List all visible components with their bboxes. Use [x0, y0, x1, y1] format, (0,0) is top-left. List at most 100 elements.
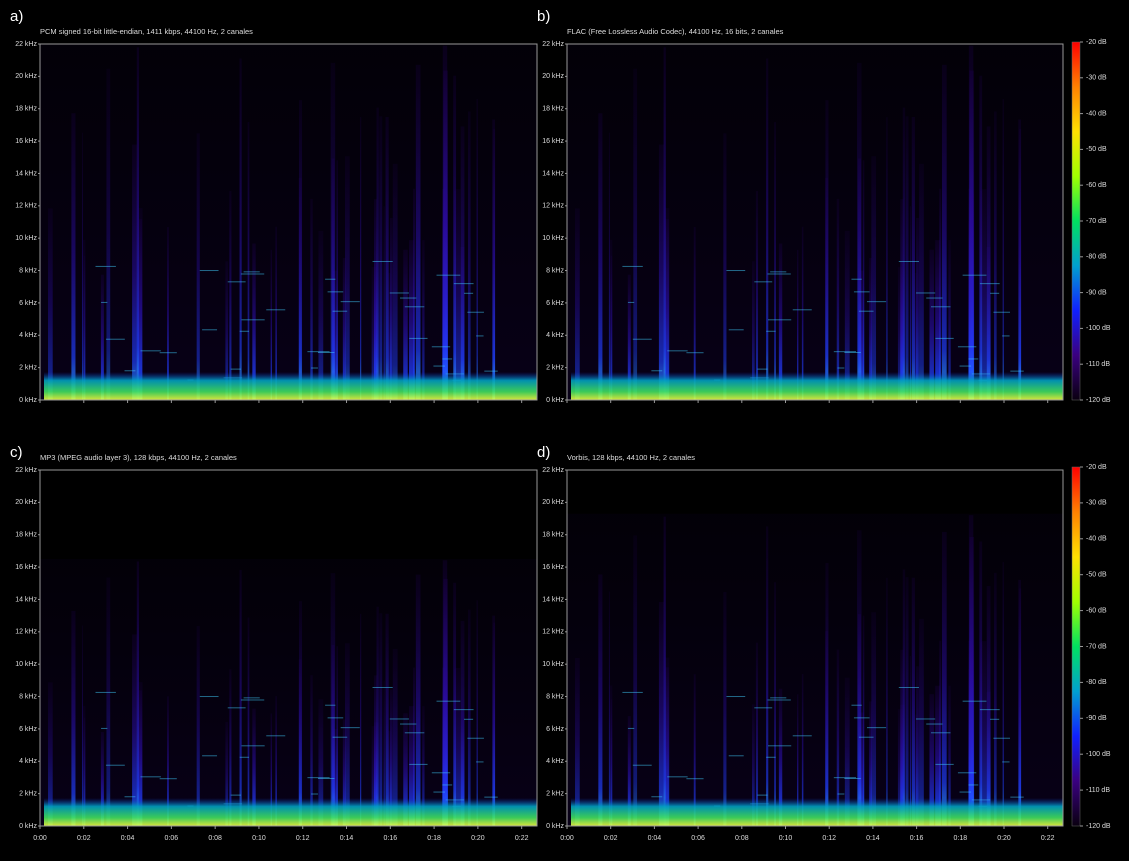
y-tick-label: 20 kHz	[542, 499, 564, 506]
texture-harmonic	[990, 719, 999, 720]
texture-harmonic	[867, 727, 886, 728]
texture-harmonic	[651, 370, 662, 371]
y-tick-label: 16 kHz	[15, 138, 37, 145]
texture-harmonic	[202, 755, 217, 756]
texture-harmonic	[341, 301, 360, 302]
y-tick-label: 6 kHz	[546, 726, 564, 733]
texture-harmonic	[328, 291, 344, 292]
texture-harmonic	[400, 724, 416, 725]
texture-harmonic	[106, 339, 125, 340]
colorbar-tick-label: -110 dB	[1086, 361, 1110, 368]
texture-harmonic	[686, 778, 703, 779]
texture-stripe	[492, 616, 495, 826]
texture-harmonic	[409, 764, 427, 765]
texture-harmonic	[993, 312, 1010, 313]
texture-harmonic	[768, 745, 791, 746]
texture-stripe	[609, 591, 610, 826]
texture-harmonic	[160, 352, 177, 353]
y-tick-label: 2 kHz	[546, 790, 564, 797]
texture-harmonic	[633, 765, 652, 766]
texture-harmonic	[628, 728, 634, 729]
texture-stripe	[1018, 580, 1021, 826]
y-tick-label: 22 kHz	[542, 467, 564, 474]
texture-stripe	[886, 117, 887, 400]
texture-harmonic	[838, 794, 845, 795]
texture-harmonic	[432, 346, 450, 347]
x-tick-label: 0:12	[822, 835, 836, 842]
colorbar-tick-label: -80 dB	[1086, 679, 1107, 686]
texture-harmonic	[231, 369, 241, 370]
panel-title: FLAC (Free Lossless Audio Codec), 44100 …	[567, 27, 784, 36]
texture-stripe	[379, 116, 382, 400]
texture-stripe	[598, 574, 602, 826]
texture-stripe	[376, 108, 378, 400]
texture-stripe	[942, 65, 947, 400]
texture-harmonic	[433, 366, 445, 367]
panel-title: Vorbis, 128 kbps, 44100 Hz, 2 canales	[567, 453, 695, 462]
x-tick-label: 0:14	[866, 835, 880, 842]
texture-harmonic	[160, 778, 177, 779]
texture-harmonic	[328, 717, 344, 718]
colorbar-tick-label: -120 dB	[1086, 823, 1111, 830]
texture-harmonic	[244, 271, 260, 272]
y-tick-label: 4 kHz	[546, 758, 564, 765]
texture-stripe	[971, 194, 974, 400]
y-tick-label: 10 kHz	[542, 235, 564, 242]
colorbar-tick-label: -90 dB	[1086, 715, 1107, 722]
texture-harmonic	[926, 298, 942, 299]
texture-harmonic	[409, 338, 427, 339]
texture-stripe	[376, 607, 378, 826]
y-tick-label: 16 kHz	[15, 564, 37, 571]
texture-harmonic	[980, 709, 1000, 710]
texture-harmonic	[729, 755, 744, 756]
texture-harmonic	[990, 293, 999, 294]
colorbar-tick-label: -70 dB	[1086, 218, 1107, 225]
x-tick-label: 0:22	[515, 835, 529, 842]
texture-stripe	[345, 156, 350, 400]
texture-harmonic	[484, 371, 497, 372]
texture-floor	[44, 798, 537, 826]
texture-harmonic	[935, 764, 953, 765]
texture-harmonic	[318, 352, 334, 353]
texture-stripe	[360, 614, 361, 826]
y-tick-label: 2 kHz	[546, 364, 564, 371]
texture-stripe	[906, 116, 909, 400]
texture-harmonic	[859, 737, 874, 738]
panel-title: MP3 (MPEG audio layer 3), 128 kbps, 4410…	[40, 453, 237, 462]
texture-harmonic	[980, 283, 1000, 284]
y-tick-label: 6 kHz	[546, 300, 564, 307]
texture-harmonic	[851, 705, 861, 706]
texture-stripe	[766, 526, 768, 826]
texture-harmonic	[916, 292, 935, 293]
colorbar-tick-label: -110 dB	[1086, 787, 1110, 794]
texture-harmonic	[140, 350, 160, 351]
texture-harmonic	[125, 796, 136, 797]
x-tick-label: 0:10	[779, 835, 793, 842]
texture-harmonic	[311, 794, 318, 795]
texture-harmonic	[899, 687, 919, 688]
texture-harmonic	[726, 696, 745, 697]
texture-stripe	[912, 578, 915, 826]
texture-harmonic	[633, 339, 652, 340]
y-tick-label: 8 kHz	[546, 693, 564, 700]
texture-harmonic	[968, 784, 978, 785]
texture-harmonic	[240, 331, 249, 332]
texture-stripe	[82, 133, 83, 400]
texture-stripe	[912, 117, 915, 400]
panel-label: d)	[537, 444, 550, 461]
texture-harmonic	[101, 728, 107, 729]
y-tick-label: 18 kHz	[542, 106, 564, 113]
x-tick-label: 0:16	[383, 835, 397, 842]
panel-label: a)	[10, 8, 23, 25]
texture-harmonic	[770, 271, 786, 272]
texture-stripe	[723, 592, 726, 826]
y-tick-label: 14 kHz	[15, 170, 37, 177]
texture-stripe	[197, 133, 200, 400]
panel-title: PCM signed 16-bit little-endian, 1411 kb…	[40, 27, 253, 36]
texture-harmonic	[200, 696, 219, 697]
texture-stripe	[379, 613, 382, 826]
texture-stripe	[468, 112, 471, 400]
texture-stripe	[1018, 119, 1021, 400]
x-tick-label: 0:20	[471, 835, 485, 842]
colorbar-tick-label: -60 dB	[1086, 607, 1107, 614]
